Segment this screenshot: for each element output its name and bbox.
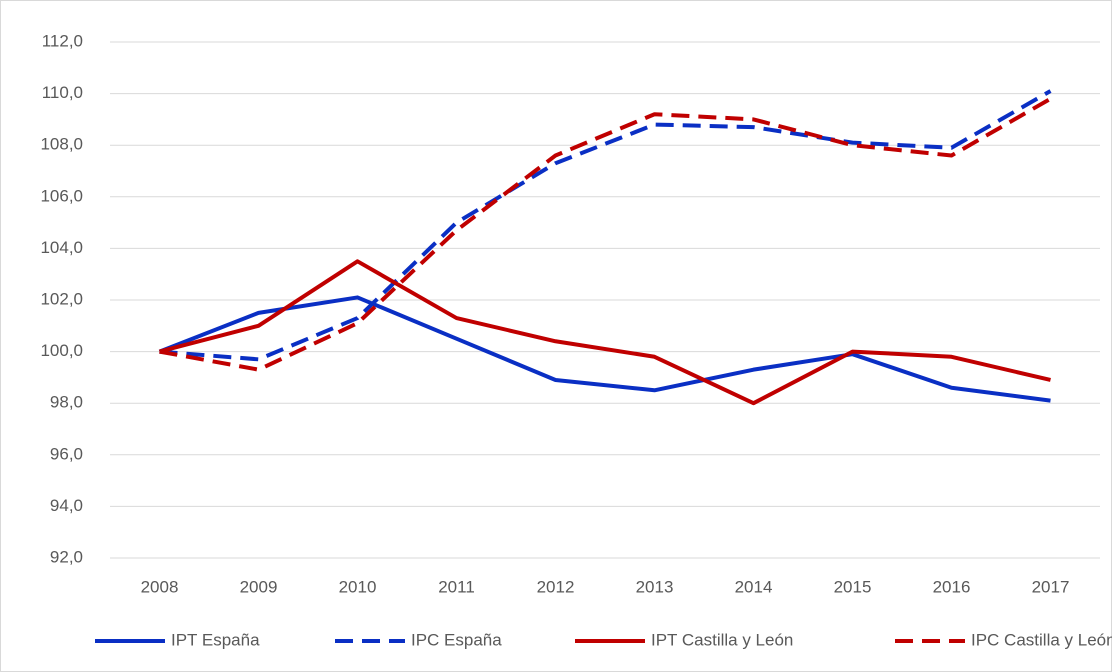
x-tick-label: 2010: [339, 577, 377, 596]
x-tick-label: 2016: [933, 577, 971, 596]
legend-label: IPT Castilla y León: [651, 630, 793, 649]
y-tick-label: 98,0: [50, 393, 83, 412]
y-tick-label: 102,0: [40, 289, 83, 308]
y-tick-label: 112,0: [42, 31, 83, 50]
x-tick-label: 2017: [1032, 577, 1070, 596]
y-tick-label: 110,0: [42, 83, 83, 102]
x-tick-label: 2009: [240, 577, 278, 596]
y-tick-label: 92,0: [50, 547, 83, 566]
y-tick-label: 104,0: [40, 238, 83, 257]
x-tick-label: 2014: [735, 577, 773, 596]
x-tick-label: 2015: [834, 577, 872, 596]
series-line: [159, 89, 1052, 362]
legend-label: IPT España: [171, 630, 260, 649]
y-tick-label: 96,0: [50, 444, 83, 463]
legend-label: IPC Castilla y León: [971, 630, 1112, 649]
x-tick-label: 2008: [141, 577, 179, 596]
y-tick-label: 106,0: [40, 186, 83, 205]
y-tick-label: 100,0: [40, 341, 83, 360]
series-line: [158, 259, 1051, 406]
x-tick-label: 2011: [438, 577, 475, 596]
series-line: [158, 295, 1051, 403]
legend-label: IPC España: [411, 630, 502, 649]
x-tick-label: 2012: [537, 577, 575, 596]
x-tick-label: 2013: [636, 577, 674, 596]
series-line: [159, 97, 1052, 372]
y-tick-label: 94,0: [50, 496, 83, 515]
y-tick-label: 108,0: [40, 135, 83, 154]
